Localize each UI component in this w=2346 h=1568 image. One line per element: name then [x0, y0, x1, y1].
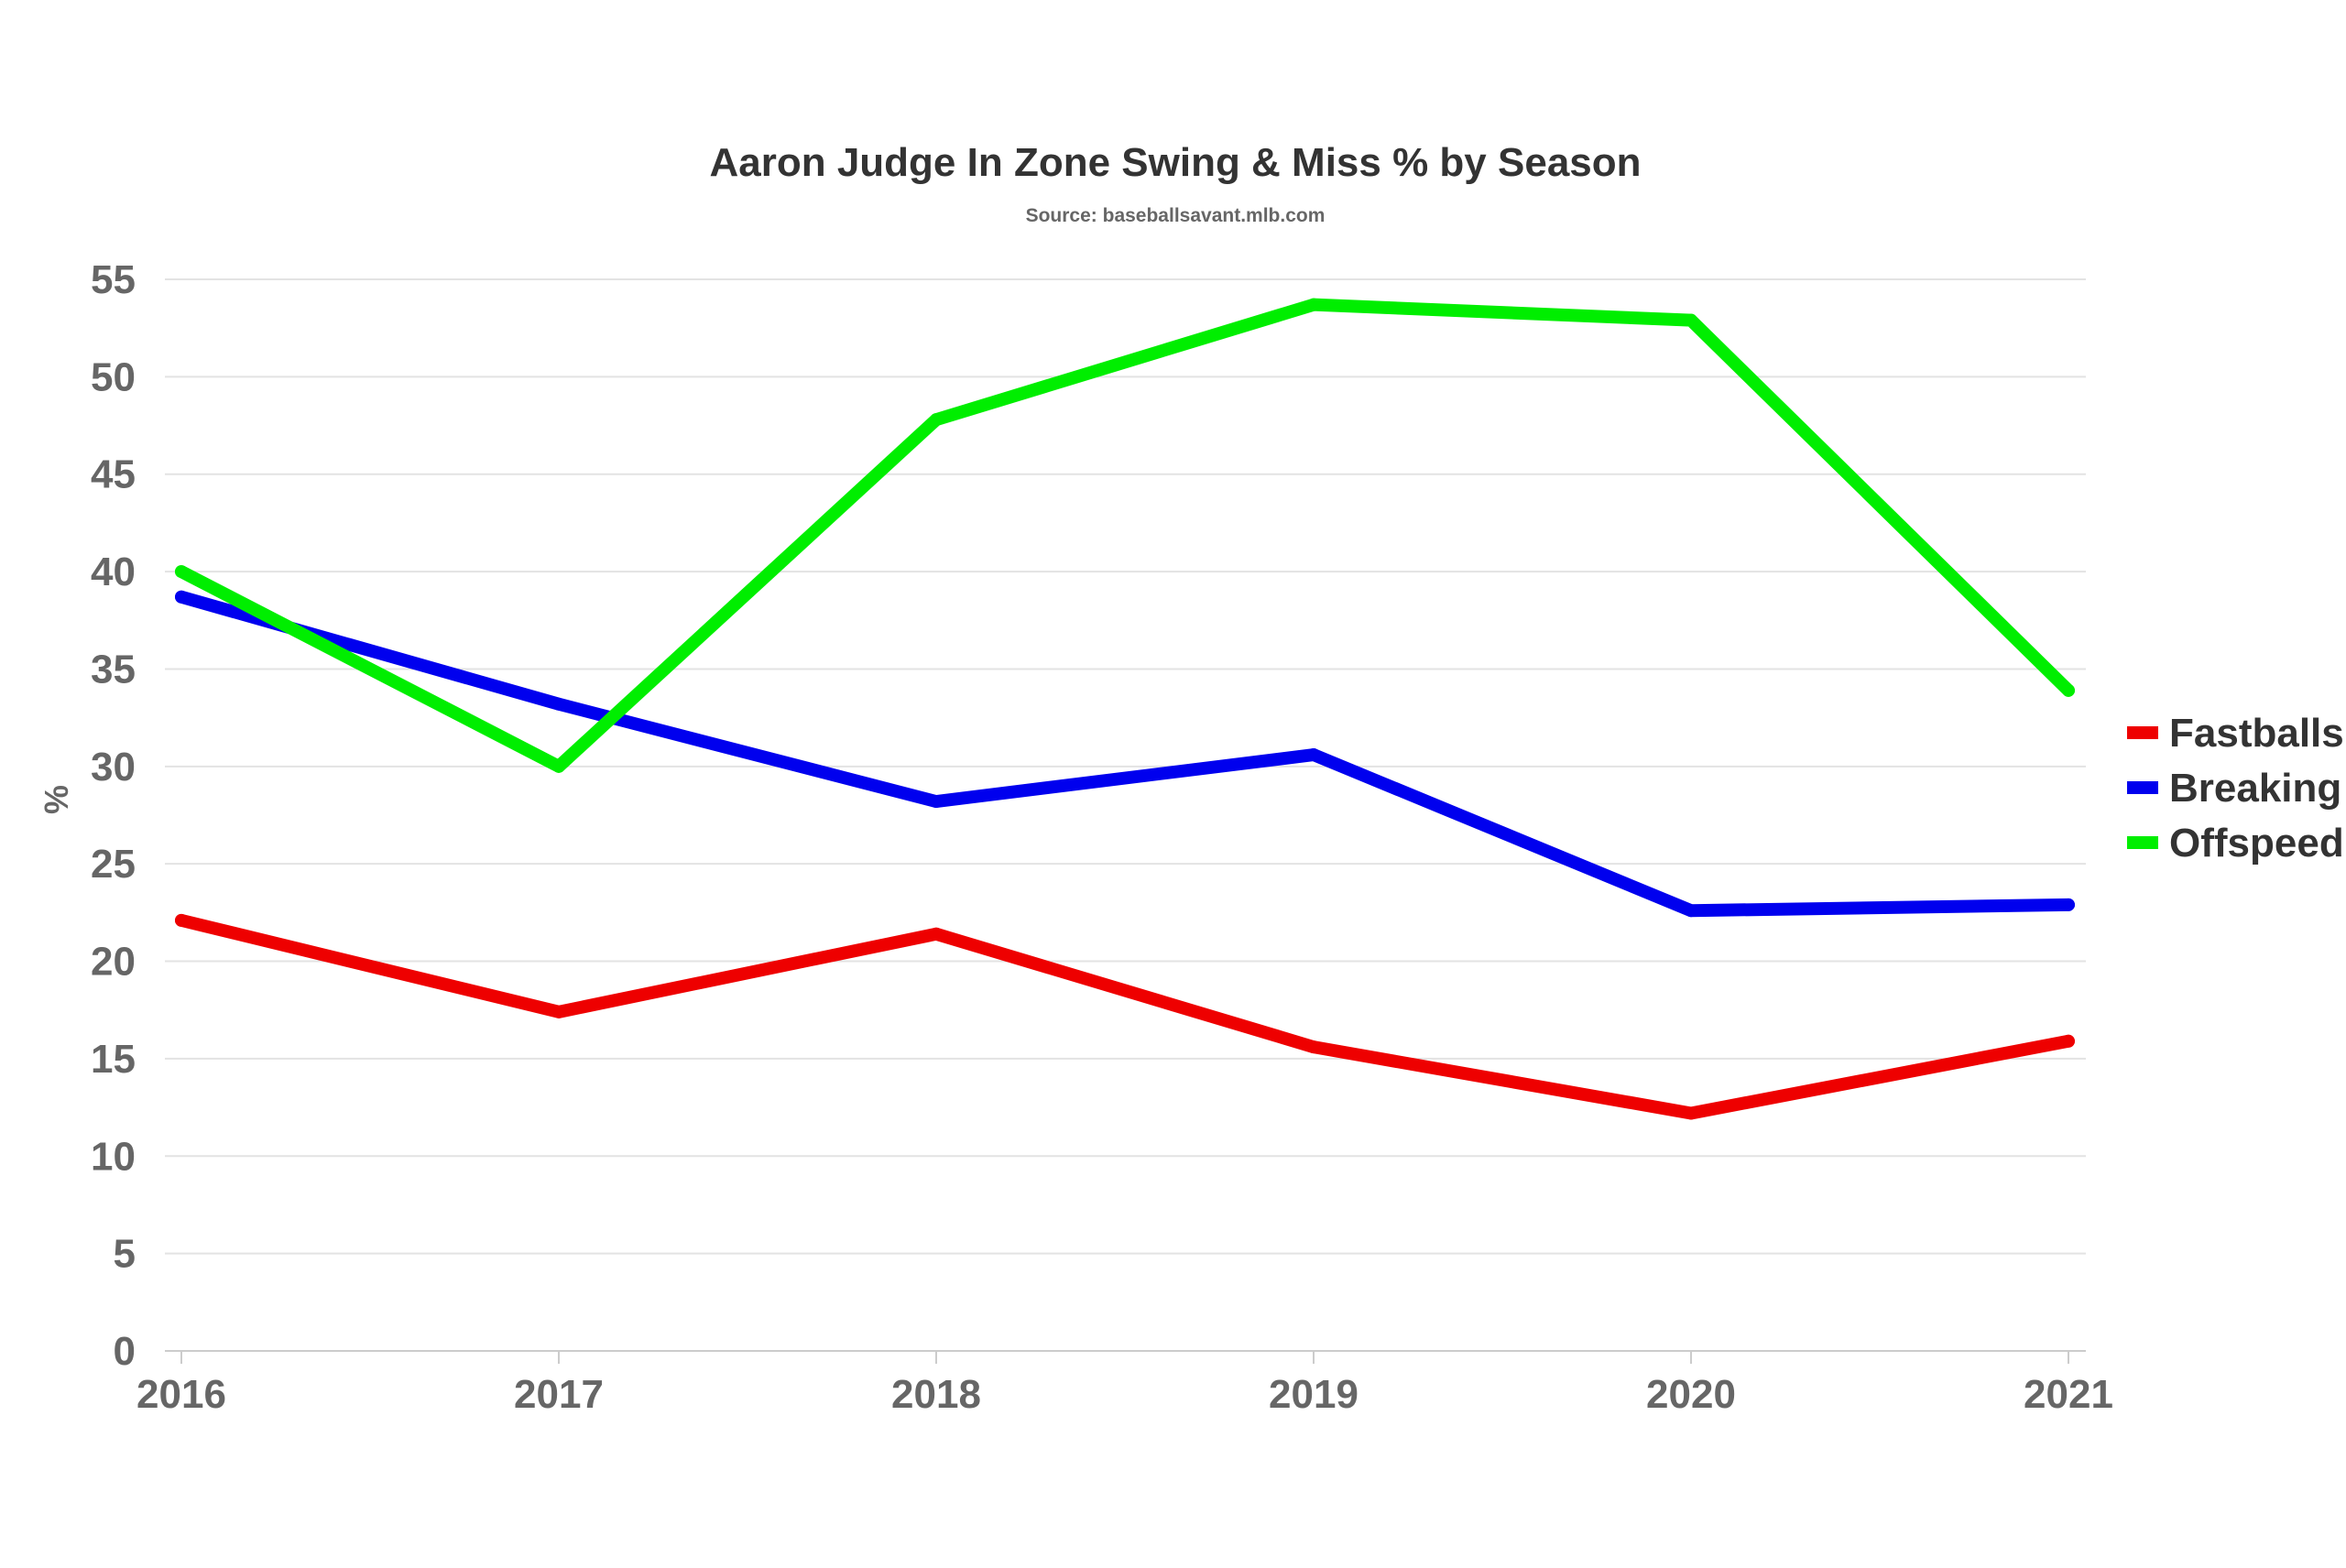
y-tick-label: 10 — [91, 1134, 136, 1179]
x-tick-label: 2017 — [514, 1372, 604, 1417]
data-point-fastballs — [2062, 1034, 2075, 1048]
data-point-fastballs — [1685, 1106, 1697, 1120]
y-tick-label: 25 — [91, 842, 136, 887]
chart-title: Aaron Judge In Zone Swing & Miss % by Se… — [709, 140, 1641, 185]
data-point-offspeed — [1307, 298, 1320, 311]
x-tick-label: 2016 — [136, 1372, 226, 1417]
legend-label-breaking: Breaking — [2169, 766, 2341, 811]
y-tick-label: 50 — [91, 354, 136, 399]
chart-subtitle: Source: baseballsavant.mlb.com — [1026, 205, 1326, 226]
y-axis-ticks: 0 5 10 15 20 25 30 35 40 45 50 55 — [91, 257, 136, 1374]
data-point-fastballs — [930, 927, 943, 941]
series-layer — [175, 298, 2075, 1120]
y-tick-label: 45 — [91, 452, 136, 497]
data-point-fastballs — [1307, 1040, 1320, 1054]
data-point-breaking — [175, 590, 188, 604]
y-axis-label: % — [38, 785, 75, 814]
data-point-offspeed — [175, 565, 188, 579]
data-point-breaking — [552, 697, 565, 711]
x-tick-label: 2018 — [891, 1372, 981, 1417]
legend-swatch-fastballs — [2127, 726, 2158, 739]
y-tick-label: 35 — [91, 647, 136, 691]
data-point-offspeed — [930, 413, 943, 427]
y-tick-label: 20 — [91, 940, 136, 985]
data-point-offspeed — [552, 759, 565, 773]
x-tick-label: 2020 — [1646, 1372, 1736, 1417]
data-point-breaking — [2062, 898, 2075, 911]
legend-swatch-offspeed — [2127, 836, 2158, 849]
series-line-breaking — [175, 590, 2075, 918]
y-tick-label: 55 — [91, 257, 136, 302]
data-point-breaking — [930, 795, 943, 809]
data-point-fastballs — [175, 913, 188, 927]
x-axis-ticks: 2016 2017 2018 2019 2020 2021 — [136, 1351, 2113, 1417]
y-tick-label: 5 — [114, 1232, 136, 1277]
series-line-fastballs — [175, 913, 2075, 1120]
legend-swatch-breaking — [2127, 781, 2158, 794]
grid-layer — [165, 278, 2086, 1352]
y-tick-label: 40 — [91, 550, 136, 594]
data-point-fastballs — [552, 1005, 565, 1018]
legend-label-fastballs: Fastballs — [2169, 711, 2344, 756]
data-point-breaking — [1685, 904, 1697, 918]
y-tick-label: 15 — [91, 1037, 136, 1082]
x-tick-label: 2019 — [1269, 1372, 1358, 1417]
series-line-offspeed — [175, 298, 2075, 773]
data-point-breaking — [1307, 748, 1320, 762]
legend: Fastballs Breaking Offspeed — [2127, 711, 2344, 866]
legend-label-offspeed: Offspeed — [2169, 821, 2344, 866]
data-point-offspeed — [2062, 683, 2075, 697]
y-tick-label: 0 — [114, 1329, 136, 1374]
x-tick-label: 2021 — [2024, 1372, 2113, 1417]
data-point-offspeed — [1685, 313, 1697, 327]
y-tick-label: 30 — [91, 745, 136, 789]
